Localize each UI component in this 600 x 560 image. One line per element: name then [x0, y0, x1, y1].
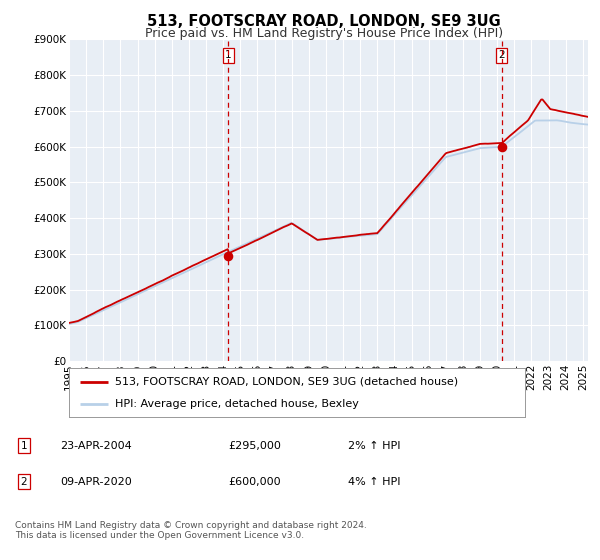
Text: 2% ↑ HPI: 2% ↑ HPI	[348, 441, 401, 451]
Text: 1: 1	[20, 441, 28, 451]
Point	[224, 251, 233, 260]
Text: HPI: Average price, detached house, Bexley: HPI: Average price, detached house, Bexl…	[115, 399, 358, 409]
Text: 23-APR-2004: 23-APR-2004	[60, 441, 132, 451]
Text: Price paid vs. HM Land Registry's House Price Index (HPI): Price paid vs. HM Land Registry's House …	[145, 27, 503, 40]
Text: 2: 2	[20, 477, 28, 487]
Text: 4% ↑ HPI: 4% ↑ HPI	[348, 477, 401, 487]
Text: 513, FOOTSCRAY ROAD, LONDON, SE9 3UG (detached house): 513, FOOTSCRAY ROAD, LONDON, SE9 3UG (de…	[115, 377, 458, 387]
Text: Contains HM Land Registry data © Crown copyright and database right 2024.
This d: Contains HM Land Registry data © Crown c…	[15, 521, 367, 540]
Point	[497, 142, 506, 151]
Text: £295,000: £295,000	[228, 441, 281, 451]
Text: 09-APR-2020: 09-APR-2020	[60, 477, 132, 487]
Text: 2: 2	[499, 50, 505, 60]
Text: 513, FOOTSCRAY ROAD, LONDON, SE9 3UG: 513, FOOTSCRAY ROAD, LONDON, SE9 3UG	[147, 14, 501, 29]
Text: £600,000: £600,000	[228, 477, 281, 487]
Text: 1: 1	[225, 50, 232, 60]
